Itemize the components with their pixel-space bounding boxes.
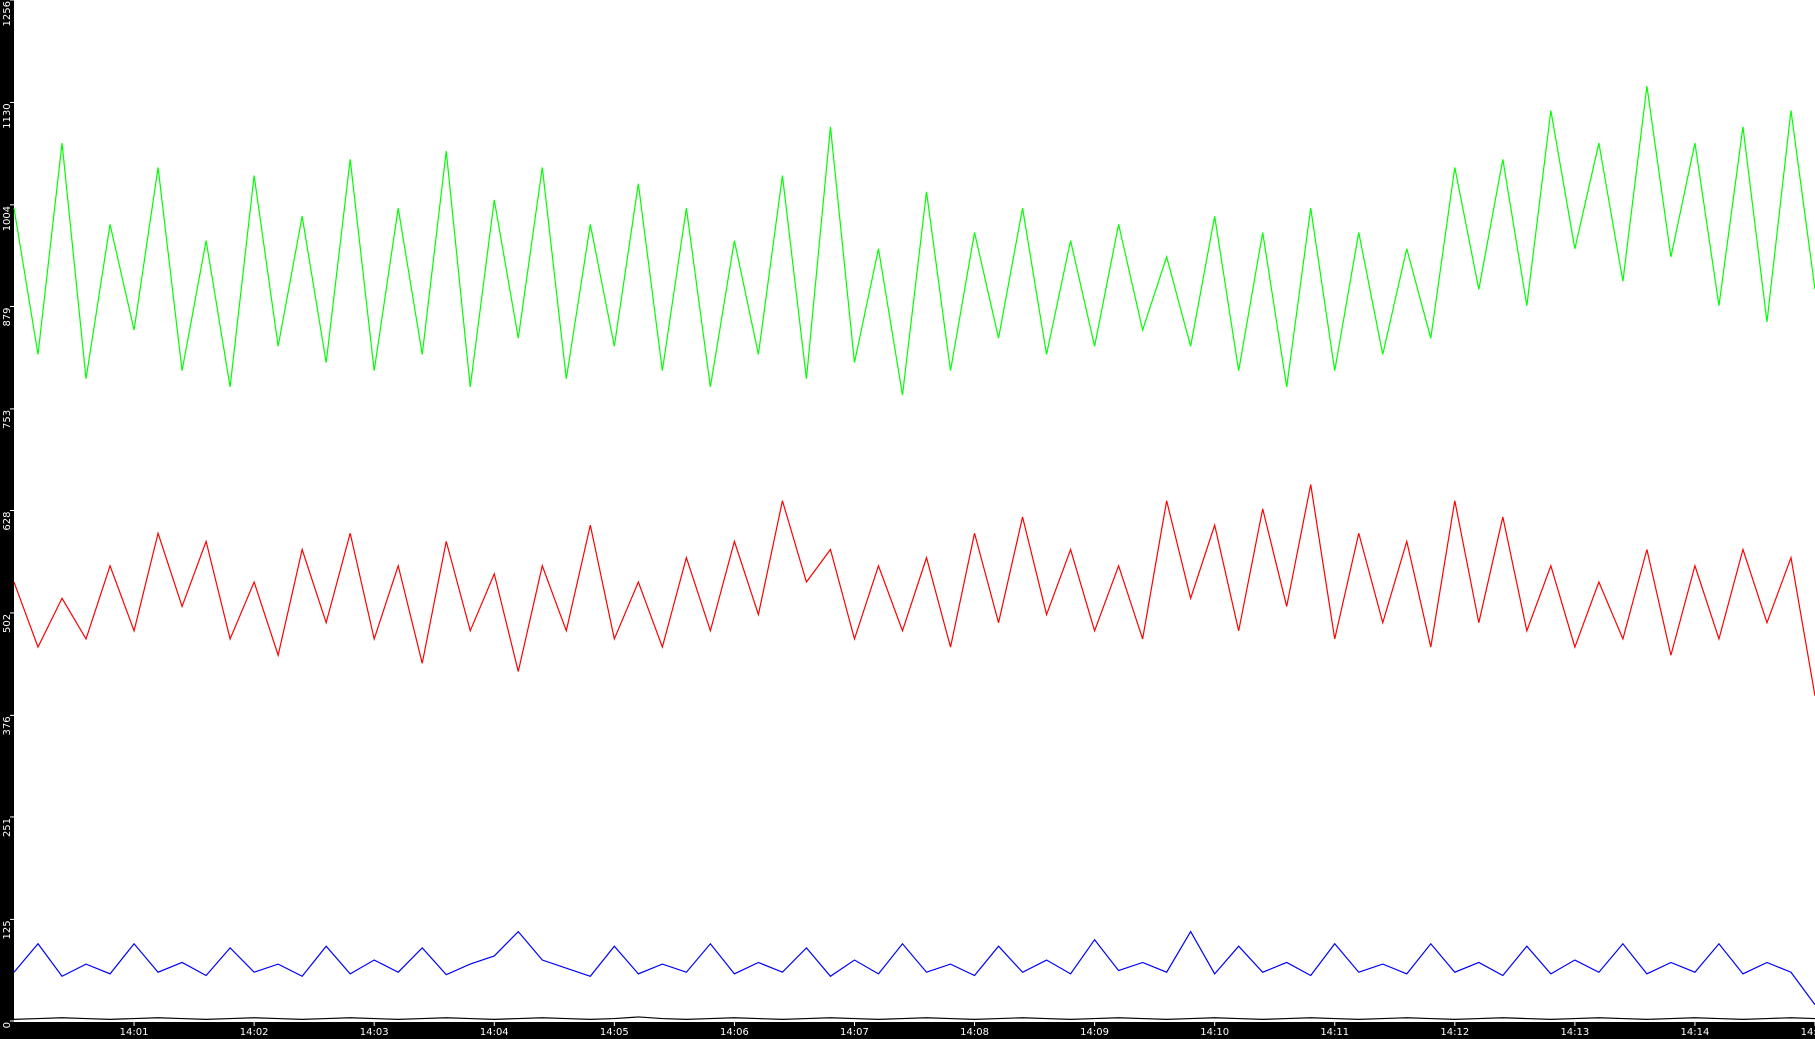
series-line: [13, 86, 1815, 396]
y-axis-bar: [0, 0, 14, 1039]
x-tick-label: 14:07: [840, 1027, 869, 1038]
y-tick-label: 251: [2, 818, 13, 837]
y-tick-label: 628: [2, 512, 13, 531]
x-tick-label: 14:11: [1320, 1027, 1349, 1038]
y-tick-label: 1130: [2, 103, 13, 128]
x-tick-label: 14:05: [600, 1027, 629, 1038]
x-axis-bar: [0, 1022, 1815, 1039]
x-tick-label: 14:14: [1681, 1027, 1710, 1038]
series-line: [13, 484, 1815, 696]
y-tick-label: 753: [2, 410, 13, 429]
x-tick-label: 14:03: [360, 1027, 389, 1038]
y-tick-label: 376: [2, 716, 13, 735]
x-tick-label: 14:10: [1200, 1027, 1229, 1038]
series-line: [13, 1016, 1815, 1020]
y-tick-label: 1004: [2, 206, 13, 231]
y-tick-label: 879: [2, 307, 13, 326]
x-tick-label: 14:02: [240, 1027, 269, 1038]
x-tick-label: 14:04: [480, 1027, 509, 1038]
x-tick-label: 14:13: [1560, 1027, 1589, 1038]
x-tick-label: 14:15: [1801, 1027, 1815, 1038]
y-tick-label: 502: [2, 614, 13, 633]
series-line: [13, 930, 1815, 1006]
x-tick-label: 14:12: [1440, 1027, 1469, 1038]
y-tick-label: 125: [2, 920, 13, 939]
x-tick-label: 14:01: [120, 1027, 149, 1038]
x-tick-label: 14:08: [960, 1027, 989, 1038]
x-tick-label: 14:09: [1080, 1027, 1109, 1038]
y-tick-label: 0: [2, 1022, 13, 1028]
x-tick-label: 14:06: [720, 1027, 749, 1038]
y-tick-label: 1256: [2, 1, 13, 26]
